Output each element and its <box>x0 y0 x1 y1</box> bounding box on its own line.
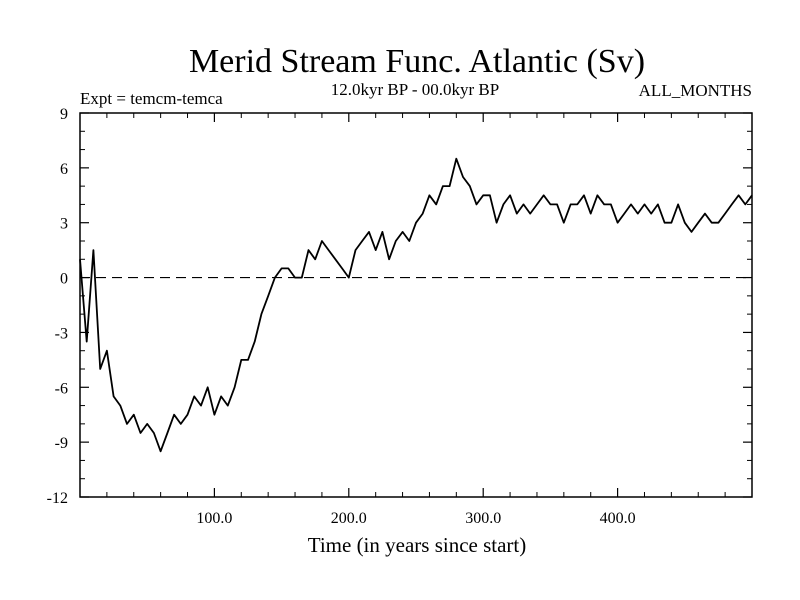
period-label: 12.0kyr BP - 00.0kyr BP <box>331 80 499 99</box>
y-tick-label: 6 <box>60 161 68 178</box>
y-tick-label: -12 <box>47 490 68 507</box>
season-label: ALL_MONTHS <box>639 81 752 100</box>
x-tick-label: 200.0 <box>331 510 367 527</box>
x-tick-label: 300.0 <box>465 510 501 527</box>
y-tick-label: 9 <box>60 106 68 123</box>
experiment-label: Expt = temcm-temca <box>80 89 223 108</box>
x-tick-label: 100.0 <box>196 510 232 527</box>
y-tick-label: 3 <box>60 216 68 233</box>
x-tick-label: 400.0 <box>600 510 636 527</box>
series-line <box>79 157 753 453</box>
y-tick-label: 0 <box>60 271 68 288</box>
y-tick-label: -3 <box>55 325 68 342</box>
plot-frame <box>79 112 753 498</box>
chart-title: Merid Stream Func. Atlantic (Sv) <box>189 43 645 80</box>
y-tick-labels: 9 6 3 0 -3 -6 -9 -12 <box>47 106 68 507</box>
axis-ticks <box>80 112 752 498</box>
x-tick-labels: 100.0 200.0 300.0 400.0 <box>196 510 635 527</box>
y-tick-label: -6 <box>55 380 68 397</box>
x-axis-label: Time (in years since start) <box>308 533 527 557</box>
y-tick-label: -9 <box>55 435 68 452</box>
